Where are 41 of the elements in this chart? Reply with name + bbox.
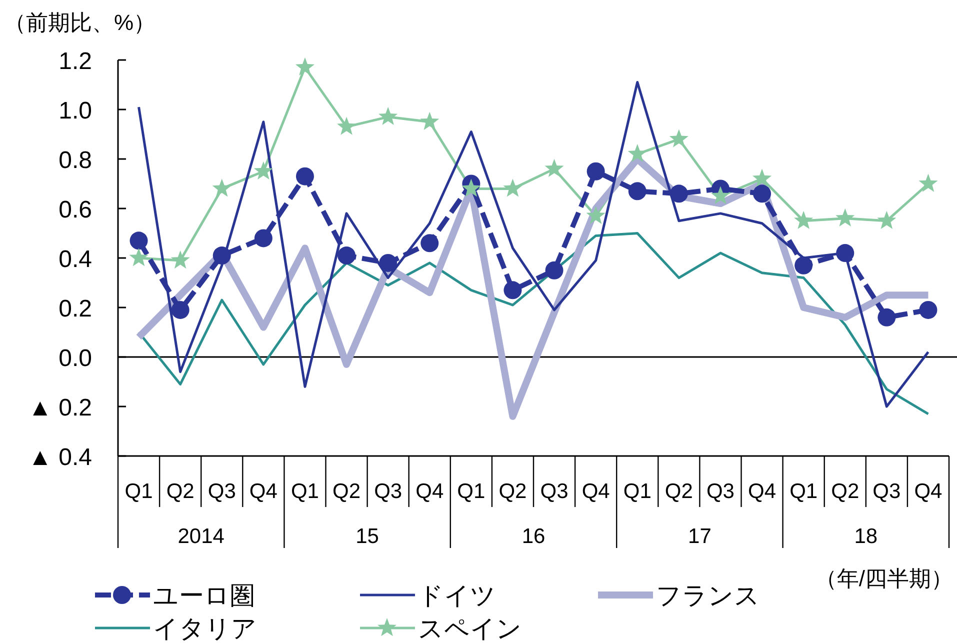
y-tick-label: 1.0 [58, 98, 92, 124]
y-axis-title: （前期比、%） [4, 10, 156, 35]
x-tick-label: Q1 [290, 480, 319, 503]
text: 18 [854, 525, 878, 548]
legend-label: ドイツ [418, 582, 496, 610]
legend-label: イタリア [153, 615, 257, 643]
text: 17 [688, 525, 712, 548]
x-tick-label: Q3 [374, 480, 402, 503]
x-tick-label: Q3 [208, 480, 236, 503]
y-tick-label: ▲ 0.4 [28, 444, 92, 471]
y-tick-label: ▲ 0.2 [28, 394, 92, 422]
x-tick-label: Q3 [540, 480, 568, 503]
x-tick-label: Q3 [706, 480, 734, 503]
x-axis-title: （年/四半期） [814, 566, 953, 591]
x-tick-label: Q4 [582, 480, 610, 503]
y-tick-label: 0.0 [58, 345, 92, 372]
legend-label: フランス [656, 582, 760, 610]
y-tick-label: 0.8 [58, 147, 92, 174]
x-tick-label: Q2 [166, 480, 194, 503]
x-tick-label: Q4 [914, 480, 943, 503]
legend-label: スペイン [418, 615, 522, 643]
x-tick-label: Q1 [457, 480, 486, 503]
x-tick-label: Q4 [416, 480, 444, 503]
y-tick-label: 0.4 [58, 246, 92, 273]
x-tick-label: Q3 [872, 480, 901, 503]
y-tick-label: 0.6 [58, 196, 92, 224]
legend-label: ユーロ圏 [153, 582, 255, 610]
text: 2014 [178, 525, 225, 548]
x-tick-label: Q2 [332, 480, 361, 503]
x-tick-label: Q4 [748, 480, 776, 503]
x-tick-label: Q4 [249, 480, 278, 503]
x-tick-label: Q1 [623, 480, 652, 503]
y-tick-label: 0.2 [58, 296, 92, 322]
x-tick-label: Q1 [124, 480, 153, 503]
x-tick-label: Q2 [664, 480, 693, 503]
x-tick-label: Q2 [498, 480, 527, 503]
x-tick-label: Q1 [790, 480, 818, 503]
text: 16 [522, 525, 546, 548]
text: 15 [356, 525, 379, 548]
y-tick-label: 1.2 [58, 48, 92, 75]
x-tick-label: Q2 [831, 480, 860, 503]
